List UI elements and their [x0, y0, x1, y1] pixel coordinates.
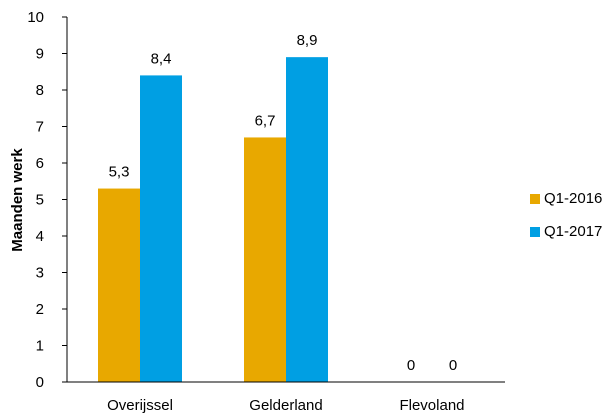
category-label-overijssel: Overijssel	[107, 397, 173, 414]
category-label-gelderland: Gelderland	[249, 397, 322, 414]
y-tick-label: 9	[36, 46, 44, 63]
data-label: 5,3	[109, 164, 130, 181]
data-label: 8,4	[151, 50, 172, 67]
bar-q1-2016-overijssel	[98, 188, 140, 382]
legend-label-q1-2017: Q1-2017	[544, 223, 603, 240]
data-label: 0	[407, 357, 415, 374]
y-tick-label: 0	[36, 374, 44, 391]
data-label: 6,7	[255, 112, 276, 129]
y-tick-label: 5	[36, 192, 44, 209]
legend-swatch-q1-2017	[530, 227, 540, 237]
category-label-flevoland: Flevoland	[399, 397, 464, 414]
y-tick-label: 1	[36, 338, 44, 355]
y-tick-label: 10	[27, 9, 44, 26]
bar-q1-2017-gelderland	[286, 57, 328, 383]
data-labels: 5,3 8,4 6,7 8,9 0 0	[109, 32, 458, 374]
y-tick-label: 4	[36, 228, 44, 245]
y-tick-label: 3	[36, 265, 44, 282]
y-axis-ticks: 0 1 2 3 4 5 6 7 8 9 10	[27, 9, 67, 391]
y-tick-label: 6	[36, 155, 44, 172]
y-axis-label: Maanden werk	[9, 148, 26, 252]
y-tick-label: 8	[36, 82, 44, 99]
bar-q1-2017-overijssel	[140, 75, 182, 383]
legend-swatch-q1-2016	[530, 194, 540, 204]
bar-q1-2016-gelderland	[244, 137, 286, 382]
legend-label-q1-2016: Q1-2016	[544, 190, 603, 207]
y-tick-label: 7	[36, 119, 44, 136]
category-labels: Overijssel Gelderland Flevoland	[107, 397, 464, 414]
data-label: 8,9	[297, 32, 318, 49]
data-label: 0	[449, 357, 457, 374]
y-tick-label: 2	[36, 301, 44, 318]
bars	[98, 57, 328, 383]
